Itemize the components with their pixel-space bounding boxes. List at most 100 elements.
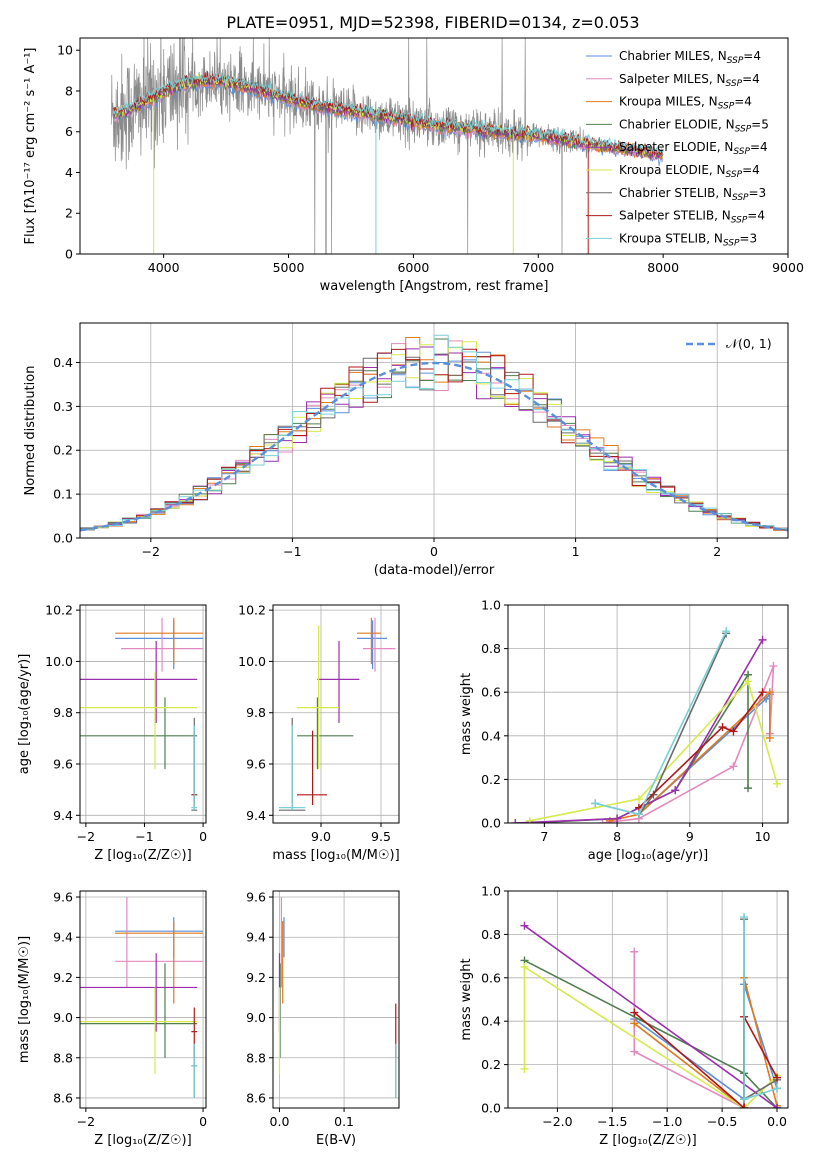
y-tick-label: 0.0 (481, 816, 501, 831)
plot-area (278, 897, 397, 1098)
weight-line-chabrier-miles (633, 984, 778, 1101)
y-tick-label: 9.4 (246, 930, 266, 945)
weight-marker (722, 627, 731, 636)
weight-line-salpeter-miles (633, 951, 777, 1108)
x-axis-label: Z [log₁₀(Z/Z☉)] (94, 848, 191, 863)
y-tick-label: 10.0 (238, 654, 266, 669)
y-tick-label: 0.4 (481, 1014, 501, 1029)
x-tick-label: 7 (540, 829, 548, 844)
panel-mass-vs-z: −2 0 8.6 8.8 9.0 9.2 9.4 9.6 Z [log₁₀(Z/Z☉)] mass… (17, 890, 207, 1148)
y-axis-label: mass weight (459, 958, 474, 1040)
weight-line-chabrier-miles (595, 693, 771, 816)
weight-marker (630, 1008, 639, 1017)
plot-area (279, 617, 396, 811)
panel-age-vs-mass: 9.0 9.5 9.4 9.6 9.8 10.0 10.2 mass [log₁₀(M/M☉)… (238, 603, 400, 863)
y-tick-label: 9.6 (53, 757, 73, 772)
weight-marker (613, 814, 622, 823)
weight-marker (511, 819, 520, 823)
x-tick-label: −1 (135, 829, 153, 844)
errorbar-salpeter-elodie (80, 640, 198, 723)
y-tick-label: 0 (65, 247, 73, 262)
legend-label-chabrier-stelib: Chabrier STELIB, NSSP=3 (619, 186, 766, 203)
x-tick-label: 0 (199, 829, 207, 844)
axes-frame (79, 890, 207, 1109)
weight-marker (630, 1047, 639, 1056)
y-tick-label: 1.0 (481, 598, 501, 613)
errorbar-chabrier-elodie (80, 697, 198, 770)
y-tick-label: 0.6 (481, 685, 501, 700)
x-tick-label: −1.5 (597, 1114, 627, 1129)
y-tick-label: 9.6 (246, 757, 266, 772)
x-axis-label: age [log₁₀(age/yr)] (588, 848, 709, 863)
y-tick-label: 0.3 (53, 399, 73, 414)
y-tick-label: 9.4 (246, 808, 266, 823)
errorbar-chabrier-elodie (80, 963, 198, 1058)
spectrum-legend: Chabrier MILES, NSSP=4 Salpeter MILES, NS… (586, 49, 769, 248)
x-axis-label: mass [log₁₀(M/M☉)] (272, 848, 399, 863)
y-tick-label: 9.2 (246, 970, 266, 985)
y-tick-label: 8 (65, 83, 73, 98)
legend-label-chabrier-elodie: Chabrier ELODIE, NSSP=5 (619, 117, 769, 134)
plot-area (520, 913, 782, 1108)
x-tick-label: 8000 (647, 260, 679, 275)
x-tick-label: −2 (77, 1114, 95, 1129)
x-tick-label: 2 (713, 544, 721, 559)
y-tick-label: 0.2 (53, 443, 73, 458)
legend-label-chabrier-miles: Chabrier MILES, NSSP=4 (619, 49, 761, 66)
weight-marker (765, 733, 774, 742)
errorbar-kroupa-miles (115, 617, 204, 664)
y-tick-label: 8.6 (246, 1090, 266, 1105)
normal-curve (80, 361, 788, 532)
y-axis-label: mass [log₁₀(M/M☉)] (17, 936, 32, 1063)
weight-line-chabrier-elodie (524, 959, 778, 1108)
errorbar-kroupa-elodie (297, 625, 339, 770)
weight-marker (520, 921, 529, 930)
errorbar-kroupa-stelib (279, 725, 306, 811)
errorbar-salpeter-elodie (317, 640, 360, 723)
weight-line-salpeter-stelib (638, 691, 764, 809)
axes-frame (79, 604, 207, 824)
axes-frame (79, 37, 789, 255)
y-tick-label: 0.6 (481, 970, 501, 985)
x-tick-label: −1.0 (652, 1114, 682, 1129)
y-tick-label: 10.2 (238, 603, 266, 618)
errorbar-salpeter-miles (121, 617, 204, 672)
plot-area (80, 897, 204, 1098)
weight-marker (520, 1064, 529, 1073)
legend-label-salpeter-elodie: Salpeter ELODIE, NSSP=4 (619, 140, 768, 157)
y-tick-label: 9.4 (53, 808, 73, 823)
x-tick-label: −2 (77, 829, 95, 844)
y-tick-label: 9.8 (53, 705, 73, 720)
panel-weight-vs-z: −2.0 −1.5 −1.0 −0.5 0.0 0.0 0.2 0.4 0.6 0.8 1.0 Z [… (459, 884, 789, 1148)
weight-marker (773, 1084, 782, 1093)
y-tick-label: 0.2 (481, 1057, 501, 1072)
weight-marker (598, 819, 607, 823)
legend-label-kroupa-miles: Kroupa MILES, NSSP=4 (619, 95, 752, 112)
axes-frame (272, 890, 400, 1109)
weight-marker (740, 1095, 749, 1104)
y-tick-label: 10 (57, 43, 73, 58)
panel-spectrum: 4000 5000 6000 7000 8000 9000 0 2 4 6 8 10 wavelengt… (23, 37, 804, 294)
x-axis-label: Z [log₁₀(Z/Z☉)] (94, 1133, 191, 1148)
weight-marker (740, 913, 749, 922)
weight-marker (744, 784, 752, 793)
x-tick-label: −1 (283, 544, 301, 559)
errorbar-kroupa-miles (115, 921, 204, 1004)
axes-frame (272, 604, 400, 824)
plot-area (110, 38, 664, 254)
errorbar-kroupa-elodie (80, 671, 198, 770)
x-axis-label: E(B-V) (316, 1133, 356, 1148)
x-tick-label: 10 (755, 829, 771, 844)
y-tick-label: 9.2 (53, 970, 73, 985)
y-tick-label: 1.0 (481, 884, 501, 899)
panel-weight-vs-age: 7 8 9 10 0.0 0.2 0.4 0.6 0.8 1.0 age [log₁₀(age/yr… (459, 598, 789, 863)
y-tick-label: 6 (65, 124, 73, 139)
weight-marker (773, 1104, 782, 1108)
errorbar-kroupa-stelib (191, 1043, 198, 1098)
legend-label-salpeter-miles: Salpeter MILES, NSSP=4 (619, 72, 760, 89)
weight-marker (758, 688, 767, 697)
y-tick-label: 0.4 (53, 355, 73, 370)
y-tick-label: 9.4 (53, 930, 73, 945)
x-tick-label: 8 (613, 829, 621, 844)
errorbar-kroupa-miles (357, 617, 381, 664)
